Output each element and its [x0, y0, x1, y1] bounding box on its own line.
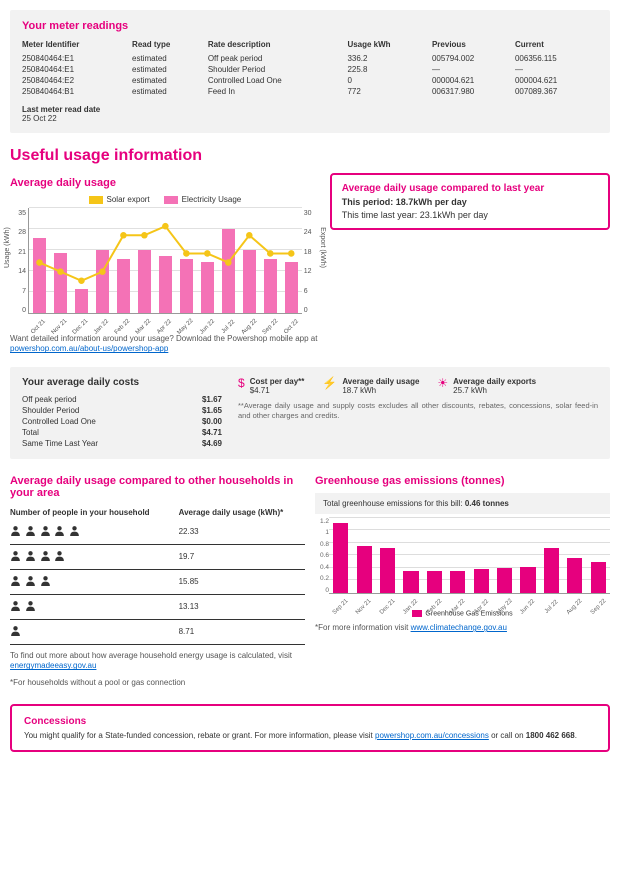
meter-col: Previous: [432, 38, 515, 53]
emission-bar: [450, 571, 465, 593]
climatechange-link[interactable]: www.climatechange.gov.au: [411, 623, 507, 632]
meter-col: Usage kWh: [347, 38, 432, 53]
summary-item: $Cost per day**$4.71: [238, 377, 304, 395]
costs-title: Your average daily costs: [22, 377, 222, 388]
concessions-link[interactable]: powershop.com.au/concessions: [375, 731, 489, 740]
cost-row: Same Time Last Year$4.69: [22, 438, 222, 449]
daily-costs-box: Your average daily costs Off peak period…: [10, 367, 610, 459]
hh-row: 19.7: [10, 544, 305, 569]
summary-icon: ⚡: [322, 377, 337, 389]
legend-elec: Electricity Usage: [182, 195, 242, 204]
concessions-heading: Concessions: [24, 716, 596, 727]
legend-solar: Solar export: [107, 195, 150, 204]
concessions-text: You might qualify for a State-funded con…: [24, 731, 596, 740]
people-icons: [10, 628, 21, 639]
meter-row: 250840464:E1estimatedShoulder Period225.…: [22, 64, 598, 75]
meter-col: Read type: [132, 38, 208, 53]
emission-bar: [357, 546, 372, 593]
hh-note2: *For households without a pool or gas co…: [10, 678, 305, 688]
emission-bar: [544, 548, 559, 593]
meter-row: 250840464:E1estimatedOff peak period336.…: [22, 53, 598, 64]
usage-bar: [138, 250, 151, 313]
meter-table: Meter IdentifierRead typeRate descriptio…: [22, 38, 598, 97]
avg-daily-heading: Average daily usage: [10, 177, 320, 189]
hh-row: 13.13: [10, 594, 305, 619]
emissions-total: Total greenhouse emissions for this bill…: [315, 493, 610, 514]
people-icons: [10, 578, 51, 589]
compare-year-box: Average daily usage compared to last yea…: [330, 173, 610, 230]
hh-col2: Average daily usage (kWh)*: [179, 505, 305, 520]
concessions-box: Concessions You might qualify for a Stat…: [10, 704, 610, 752]
cost-row: Off peak period$1.67: [22, 394, 222, 405]
meter-col: Current: [515, 38, 598, 53]
emission-bar: [474, 569, 489, 593]
people-icons: [10, 553, 65, 564]
summary-item: ⚡Average daily usage18.7 kWh: [322, 377, 419, 395]
meter-readings-box: Your meter readings Meter IdentifierRead…: [10, 10, 610, 133]
emission-bar: [380, 548, 395, 593]
emission-bar: [333, 523, 348, 593]
emission-bar: [497, 568, 512, 593]
emission-bar: [403, 571, 418, 593]
summary-icon: ☀: [437, 377, 448, 389]
hh-row: 15.85: [10, 569, 305, 594]
costs-disclaimer: **Average daily usage and supply costs e…: [238, 401, 598, 421]
usage-bar: [96, 250, 109, 313]
last-read-value: 25 Oct 22: [22, 114, 598, 123]
usage-bar: [75, 289, 88, 313]
emission-bar: [591, 562, 606, 593]
app-note: Want detailed information around your us…: [10, 334, 320, 355]
emission-bar: [567, 558, 582, 592]
cost-row: Controlled Load One$0.00: [22, 416, 222, 427]
households-table: Number of people in your household Avera…: [10, 505, 305, 645]
people-icons: [10, 603, 36, 614]
emission-bar: [427, 571, 442, 593]
hh-note: To find out more about how average house…: [10, 651, 305, 672]
meter-title: Your meter readings: [22, 20, 598, 32]
powershop-app-link[interactable]: powershop.com.au/about-us/powershop-app: [10, 344, 168, 353]
cost-row: Total$4.71: [22, 427, 222, 438]
summary-item: ☀Average daily exports25.7 kWh: [437, 377, 536, 395]
ylabel-left: Usage (kWh): [4, 227, 11, 268]
emissions-chart: 1.210.80.60.40.20 Sep 21Nov 21Dec 21Jan …: [315, 518, 610, 608]
people-icons: [10, 528, 80, 539]
usage-bar: [264, 259, 277, 313]
chart-legend: Solar export Electricity Usage: [10, 195, 320, 204]
usage-bar: [243, 250, 256, 313]
meter-row: 250840464:E2estimatedControlled Load One…: [22, 75, 598, 86]
emissions-heading: Greenhouse gas emissions (tonnes): [315, 475, 610, 487]
energymadeeasy-link[interactable]: energymadeeasy.gov.au: [10, 661, 96, 670]
last-read-label: Last meter read date: [22, 105, 598, 114]
households-heading: Average daily usage compared to other ho…: [10, 475, 305, 499]
hh-row: 8.71: [10, 619, 305, 644]
usage-bar: [33, 238, 46, 313]
meter-col: Meter Identifier: [22, 38, 132, 53]
daily-usage-chart: Usage (kWh) 3528211470 3024181260 Export…: [10, 208, 320, 328]
usage-bar: [201, 262, 214, 313]
usage-bar: [285, 262, 298, 313]
usage-bar: [54, 253, 67, 313]
usage-bar: [117, 259, 130, 313]
useful-heading: Useful usage information: [10, 147, 610, 165]
hh-row: 22.33: [10, 520, 305, 545]
emission-bar: [520, 567, 535, 593]
cost-row: Shoulder Period$1.65: [22, 405, 222, 416]
summary-icon: $: [238, 377, 245, 389]
hh-col1: Number of people in your household: [10, 505, 179, 520]
usage-bar: [180, 259, 193, 313]
compare-year-heading: Average daily usage compared to last yea…: [342, 183, 598, 194]
ylabel-right: Export (kWh): [319, 227, 326, 268]
emissions-note: *For more information visit www.climatec…: [315, 623, 610, 633]
usage-bar: [159, 256, 172, 313]
meter-row: 250840464:B1estimatedFeed In772006317.98…: [22, 86, 598, 97]
meter-col: Rate description: [208, 38, 348, 53]
usage-bar: [222, 229, 235, 313]
